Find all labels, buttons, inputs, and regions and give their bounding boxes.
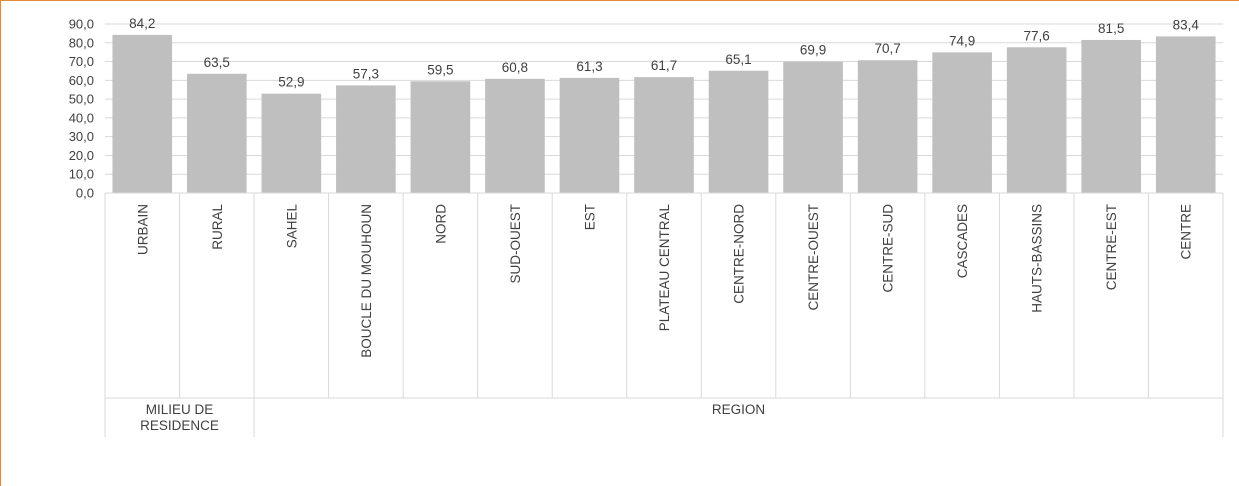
category-label: URBAIN — [135, 204, 150, 255]
bar — [634, 77, 694, 193]
data-label: 74,9 — [949, 33, 975, 48]
category-label: CENTRE-OUEST — [806, 204, 821, 311]
y-tick-label: 50,0 — [69, 92, 94, 107]
data-label: 59,5 — [427, 62, 453, 77]
category-label: CENTRE — [1179, 204, 1194, 260]
y-tick-label: 10,0 — [69, 167, 94, 182]
bar — [261, 93, 322, 193]
data-label: 57,3 — [353, 66, 379, 81]
y-tick-label: 20,0 — [69, 148, 94, 163]
category-label: HAUTS-BASSINS — [1030, 204, 1045, 313]
category-label: CENTRE-SUD — [881, 204, 896, 293]
bar — [708, 70, 769, 193]
category-label: EST — [582, 204, 597, 230]
bar — [1006, 47, 1067, 194]
group-label: MILIEU DE — [146, 402, 214, 417]
data-label: 81,5 — [1098, 21, 1124, 36]
y-tick-label: 70,0 — [69, 54, 94, 69]
data-label: 65,1 — [725, 52, 751, 67]
y-tick-label: 80,0 — [69, 35, 94, 50]
bar — [1155, 36, 1216, 193]
data-label: 70,7 — [874, 41, 900, 56]
data-label: 61,3 — [576, 59, 602, 74]
category-label: BOUCLE DU MOUHOUN — [359, 204, 374, 358]
bar — [186, 73, 247, 193]
y-tick-label: 0,0 — [76, 186, 94, 201]
bar — [336, 85, 396, 193]
y-tick-label: 60,0 — [69, 73, 94, 88]
category-label: SAHEL — [284, 204, 299, 249]
bar — [559, 77, 620, 193]
category-label: RURAL — [210, 204, 225, 250]
category-label: NORD — [433, 204, 448, 244]
data-label: 69,9 — [800, 43, 826, 58]
y-tick-label: 30,0 — [69, 129, 94, 144]
data-label: 84,2 — [129, 16, 155, 31]
bar — [932, 52, 992, 193]
data-label: 63,5 — [204, 55, 230, 70]
bar — [410, 81, 471, 193]
data-label: 60,8 — [502, 60, 528, 75]
bar — [783, 61, 843, 193]
bar — [485, 78, 545, 193]
bar — [112, 34, 173, 193]
category-label: CENTRE-NORD — [732, 204, 747, 304]
category-label: SUD-OUEST — [508, 204, 523, 284]
data-label: 61,7 — [651, 58, 677, 73]
data-label: 77,6 — [1024, 28, 1050, 43]
bar — [1081, 39, 1142, 193]
y-tick-label: 90,0 — [69, 17, 94, 32]
category-label: CASCADES — [955, 204, 970, 278]
y-tick-label: 40,0 — [69, 110, 94, 125]
category-label: PLATEAU CENTRAL — [657, 204, 672, 332]
data-label: 52,9 — [278, 75, 304, 90]
category-label: CENTRE-EST — [1104, 204, 1119, 290]
bar — [857, 60, 918, 193]
group-label: REGION — [712, 402, 765, 417]
group-label: RESIDENCE — [140, 418, 219, 433]
data-label: 83,4 — [1173, 17, 1200, 32]
